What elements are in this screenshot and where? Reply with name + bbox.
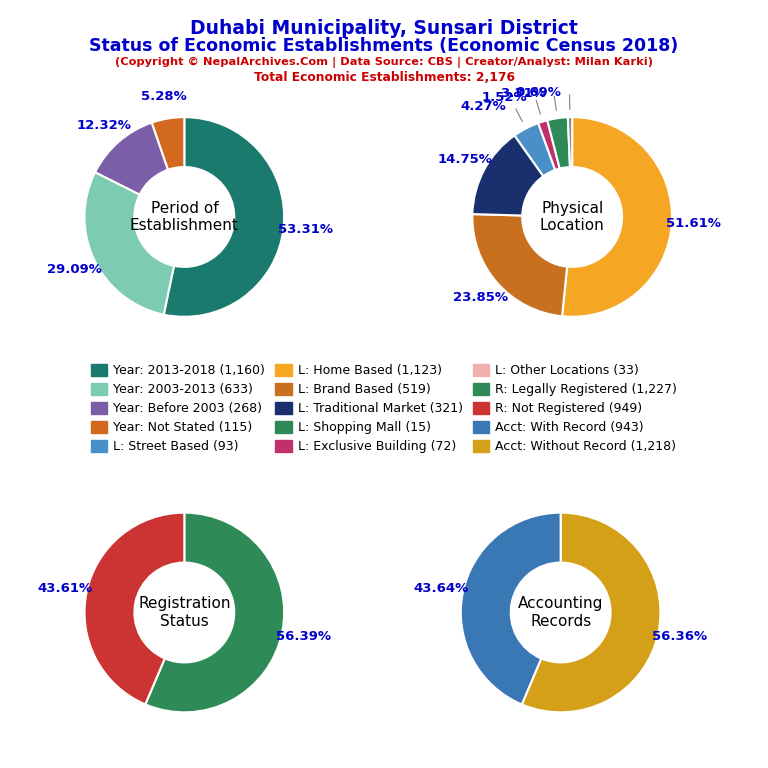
Text: Physical
Location: Physical Location — [540, 200, 604, 233]
Wedge shape — [164, 117, 284, 316]
Wedge shape — [84, 172, 174, 315]
Wedge shape — [95, 123, 168, 194]
Text: 3.31%: 3.31% — [500, 87, 546, 100]
Text: 56.39%: 56.39% — [276, 631, 331, 644]
Wedge shape — [472, 214, 567, 316]
Text: 1.52%: 1.52% — [482, 91, 528, 104]
Text: 12.32%: 12.32% — [77, 119, 131, 132]
Text: 51.61%: 51.61% — [667, 217, 721, 230]
Wedge shape — [145, 513, 284, 712]
Wedge shape — [152, 117, 184, 170]
Text: 0.69%: 0.69% — [515, 86, 561, 99]
Text: 14.75%: 14.75% — [438, 153, 492, 166]
Text: Duhabi Municipality, Sunsari District: Duhabi Municipality, Sunsari District — [190, 19, 578, 38]
Text: (Copyright © NepalArchives.Com | Data Source: CBS | Creator/Analyst: Milan Karki: (Copyright © NepalArchives.Com | Data So… — [115, 57, 653, 68]
Text: 4.27%: 4.27% — [461, 100, 506, 113]
Text: 23.85%: 23.85% — [453, 291, 508, 304]
Text: 5.28%: 5.28% — [141, 91, 187, 104]
Text: 53.31%: 53.31% — [278, 223, 333, 236]
Text: Total Economic Establishments: 2,176: Total Economic Establishments: 2,176 — [253, 71, 515, 84]
Wedge shape — [538, 121, 560, 170]
Text: 29.09%: 29.09% — [47, 263, 102, 276]
Wedge shape — [461, 513, 561, 704]
Wedge shape — [521, 513, 660, 712]
Wedge shape — [515, 123, 555, 176]
Wedge shape — [562, 117, 672, 316]
Wedge shape — [568, 117, 572, 167]
Text: Period of
Establishment: Period of Establishment — [130, 200, 239, 233]
Legend: Year: 2013-2018 (1,160), Year: 2003-2013 (633), Year: Before 2003 (268), Year: N: Year: 2013-2018 (1,160), Year: 2003-2013… — [86, 359, 682, 458]
Text: Status of Economic Establishments (Economic Census 2018): Status of Economic Establishments (Econo… — [89, 37, 679, 55]
Text: 43.64%: 43.64% — [414, 582, 469, 594]
Text: 43.61%: 43.61% — [38, 581, 92, 594]
Text: Accounting
Records: Accounting Records — [518, 596, 604, 629]
Wedge shape — [84, 513, 184, 704]
Text: Registration
Status: Registration Status — [138, 596, 230, 629]
Wedge shape — [548, 118, 570, 169]
Text: 56.36%: 56.36% — [653, 631, 707, 643]
Wedge shape — [472, 135, 543, 216]
